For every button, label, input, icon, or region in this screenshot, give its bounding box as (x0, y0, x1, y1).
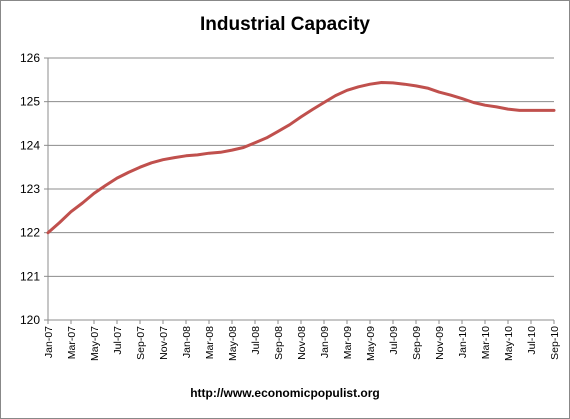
y-tick-label: 126 (20, 51, 40, 65)
data-point (162, 159, 164, 161)
data-point (484, 104, 486, 106)
source-url: http://www.economicpopulist.org (190, 386, 380, 400)
x-tick-label: Mar-07 (66, 326, 78, 359)
data-point (277, 130, 279, 132)
data-point (369, 83, 371, 85)
data-point (507, 108, 509, 110)
x-tick-label: Jul-09 (388, 326, 400, 355)
data-point (58, 222, 61, 224)
data-point (530, 109, 532, 111)
data-point (495, 106, 498, 108)
data-point (438, 91, 440, 93)
data-point (219, 151, 222, 153)
x-tick-label: May-10 (503, 326, 515, 361)
data-point (185, 155, 187, 157)
data-point (265, 137, 268, 139)
x-tick-label: Sep-10 (549, 326, 561, 360)
data-point (116, 177, 118, 179)
data-point (208, 152, 210, 154)
x-tick-label: Jul-07 (112, 326, 124, 355)
data-point (541, 109, 544, 111)
data-point (139, 166, 141, 168)
series-line (46, 81, 556, 235)
x-tick-label: Jul-08 (250, 326, 262, 355)
x-tick-label: Jul-10 (526, 326, 538, 355)
x-tick-label: May-07 (89, 326, 101, 361)
data-point (300, 116, 302, 118)
y-axis: 120 121 122 123 124 125 126 (20, 51, 49, 327)
data-point (346, 89, 348, 91)
data-point (518, 109, 521, 111)
data-point (311, 108, 314, 111)
data-point (173, 156, 176, 159)
x-tick-label: Jan-10 (457, 326, 469, 358)
x-tick-label: Nov-08 (296, 326, 308, 360)
x-tick-label: May-08 (227, 326, 239, 361)
x-tick-label: Jan-07 (43, 326, 55, 358)
data-point (196, 154, 199, 156)
data-point (288, 124, 291, 126)
gridlines (48, 57, 554, 277)
y-tick-label: 125 (20, 95, 40, 109)
data-point (231, 149, 233, 151)
data-point (461, 98, 463, 100)
data-point (127, 171, 130, 174)
x-tick-label: Sep-08 (273, 326, 285, 360)
x-tick-label: Mar-09 (342, 326, 354, 359)
x-tick-label: Jan-09 (319, 326, 331, 358)
data-point (472, 101, 475, 104)
y-tick-label: 122 (20, 226, 40, 240)
y-tick-label: 120 (20, 313, 40, 327)
x-tick-label: Nov-09 (434, 326, 446, 360)
data-point (81, 202, 84, 204)
data-point (104, 184, 107, 187)
x-tick-label: Sep-09 (411, 326, 423, 360)
x-axis: Jan-07 Mar-07 May-07 Jul-07 Sep-07 Nov-07 Jan-… (43, 319, 561, 361)
x-tick-label: Sep-07 (135, 326, 147, 360)
data-point (553, 109, 555, 111)
data-point (47, 232, 49, 234)
x-tick-label: Mar-08 (204, 326, 216, 359)
data-point (403, 83, 406, 85)
x-tick-label: Jan-08 (181, 326, 193, 358)
data-point (334, 94, 337, 97)
y-tick-label: 124 (20, 138, 40, 152)
data-point (242, 146, 245, 149)
data-point (93, 192, 95, 194)
y-tick-label: 121 (20, 269, 40, 283)
data-point (70, 211, 72, 213)
data-point (392, 82, 394, 84)
data-point (449, 94, 452, 96)
x-tick-label: Nov-07 (158, 326, 170, 360)
chart-title: Industrial Capacity (200, 14, 370, 35)
x-tick-label: May-09 (365, 326, 377, 361)
data-point (254, 142, 256, 144)
data-point (380, 81, 383, 84)
y-tick-label: 123 (20, 182, 40, 196)
data-point (426, 87, 429, 89)
data-point (150, 162, 153, 164)
data-point (415, 85, 417, 87)
series-group (46, 81, 556, 235)
data-point (357, 86, 360, 88)
x-tick-label: Mar-10 (480, 326, 492, 359)
data-point (323, 101, 325, 104)
